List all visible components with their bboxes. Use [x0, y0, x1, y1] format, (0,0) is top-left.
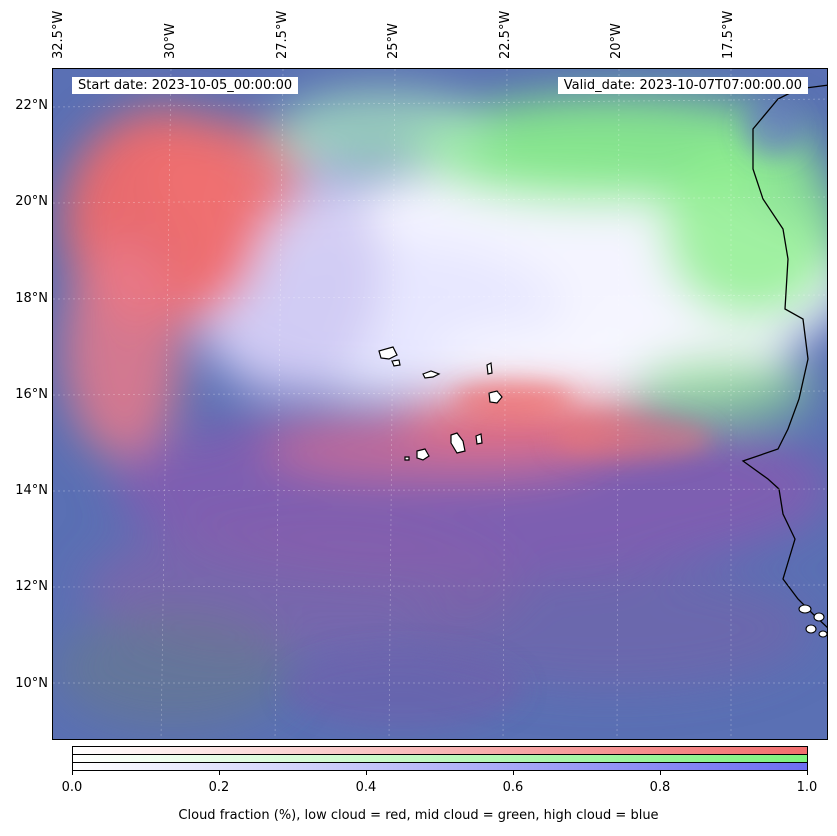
valid-date-label: Valid_date: 2023-10-07T07:00:00.00 — [557, 77, 808, 94]
lat-tick-label: 14°N — [15, 483, 48, 498]
colorbar-tick-label: 0.8 — [649, 780, 671, 795]
colorbar-tick-label: 0.6 — [502, 780, 524, 795]
colorbar-high-cloud — [73, 763, 807, 770]
island-fogo — [416, 448, 430, 461]
lon-tick-label: 27.5°W — [275, 10, 290, 59]
lat-tick-label: 10°N — [15, 676, 48, 691]
colorbar-tick-mark — [219, 771, 220, 775]
africa-coastline — [741, 84, 827, 629]
colorbar — [72, 746, 808, 771]
lat-tick-label: 16°N — [15, 387, 48, 402]
lon-tick-label: 17.5°W — [721, 10, 736, 59]
colorbar-tick-mark — [366, 771, 367, 775]
colorbar-tick-mark — [660, 771, 661, 775]
lat-tick-label: 20°N — [15, 194, 48, 209]
lon-tick-label: 25°W — [386, 23, 401, 59]
island-sao-vicente — [391, 359, 401, 367]
coastal-islands — [798, 604, 827, 638]
island-maio — [475, 433, 483, 445]
graticule — [53, 69, 827, 739]
colorbar-tick-label: 1.0 — [796, 780, 818, 795]
island-sao-nicolau — [422, 370, 441, 379]
cape-verde-islands — [378, 346, 503, 461]
island-brava — [404, 456, 410, 461]
island-sal — [486, 362, 493, 375]
island-boa-vista — [488, 390, 503, 404]
colorbar-mid-cloud — [73, 755, 807, 762]
cloud-blobs — [53, 89, 827, 729]
colorbar-low-cloud — [73, 747, 807, 754]
lat-tick-label: 22°N — [15, 98, 48, 113]
start-date-label: Start date: 2023-10-05_00:00:00 — [72, 77, 299, 94]
lon-tick-label: 22.5°W — [498, 10, 513, 59]
island-santiago — [450, 432, 466, 454]
colorbar-tick-mark — [513, 771, 514, 775]
colorbar-tick-label: 0.4 — [355, 780, 377, 795]
lat-tick-label: 18°N — [15, 291, 48, 306]
cloud-details — [283, 99, 803, 729]
colorbar-tick-label: 0.2 — [208, 780, 230, 795]
map-canvas — [53, 69, 827, 739]
colorbar-tick-mark — [807, 771, 808, 775]
colorbar-divider — [73, 762, 807, 763]
cloud-fraction-map — [52, 68, 828, 740]
colorbar-tick-mark — [72, 771, 73, 775]
lon-tick-label: 20°W — [609, 23, 624, 59]
lon-tick-label: 30°W — [163, 23, 178, 59]
island-santo-antao — [378, 346, 398, 360]
lat-tick-label: 12°N — [15, 579, 48, 594]
colorbar-divider — [73, 754, 807, 755]
colorbar-tick-label: 0.0 — [61, 780, 83, 795]
lon-tick-label: 32.5°W — [51, 10, 66, 59]
colorbar-title: Cloud fraction (%), low cloud = red, mid… — [178, 808, 659, 823]
